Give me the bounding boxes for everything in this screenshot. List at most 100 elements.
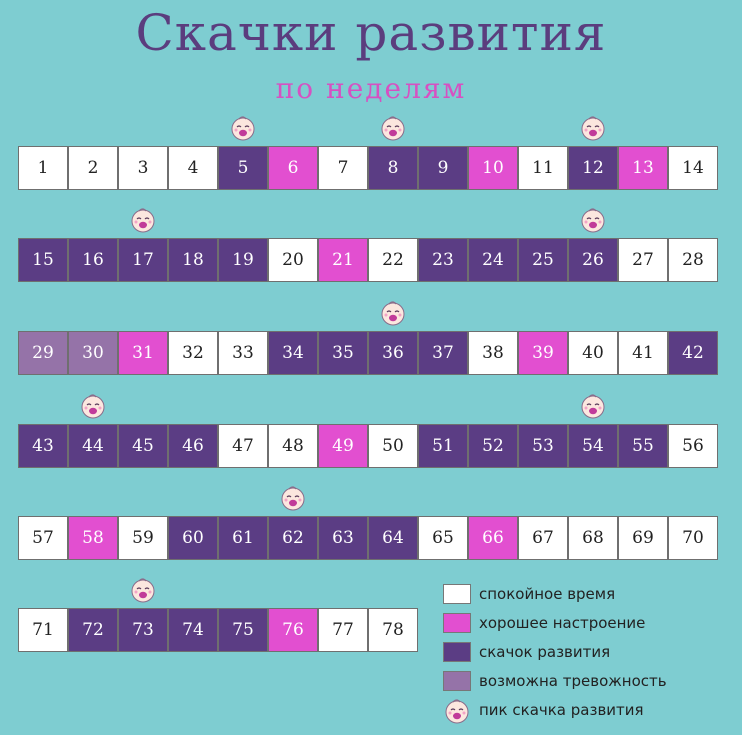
week-cell: 36: [368, 331, 418, 375]
week-cell: 18: [168, 238, 218, 282]
crying-baby-icon: [229, 114, 257, 142]
week-cell: 42: [668, 331, 718, 375]
week-cell: 55: [618, 424, 668, 468]
week-cell: 8: [368, 146, 418, 190]
week-row-2: 15 16 17 18 19 20 21 22 23 24 25 26 27 28: [18, 238, 718, 282]
week-cell: 21: [318, 238, 368, 282]
week-cell: 62: [268, 516, 318, 560]
week-cell: 23: [418, 238, 468, 282]
crying-baby-icon: [79, 392, 107, 420]
week-cell: 41: [618, 331, 668, 375]
week-row-4: 43 44 45 46 47 48 49 50 51 52 53 54 55 56: [18, 424, 718, 468]
week-cell: 68: [568, 516, 618, 560]
week-cell: 61: [218, 516, 268, 560]
week-cell: 51: [418, 424, 468, 468]
week-cell: 39: [518, 331, 568, 375]
week-cell: 24: [468, 238, 518, 282]
legend-label-leap: скачок развития: [479, 643, 611, 661]
crying-baby-icon: [379, 114, 407, 142]
week-cell: 74: [168, 608, 218, 652]
week-cell: 52: [468, 424, 518, 468]
week-cell: 30: [68, 331, 118, 375]
week-cell: 19: [218, 238, 268, 282]
crying-baby-icon: [579, 114, 607, 142]
week-cell: 69: [618, 516, 668, 560]
week-cell: 3: [118, 146, 168, 190]
legend-label-good: хорошее настроение: [479, 614, 646, 632]
week-cell: 7: [318, 146, 368, 190]
week-cell: 10: [468, 146, 518, 190]
week-cell: 31: [118, 331, 168, 375]
week-cell: 60: [168, 516, 218, 560]
week-cell: 17: [118, 238, 168, 282]
page-title: Скачки развития: [135, 4, 607, 62]
week-cell: 73: [118, 608, 168, 652]
crying-baby-icon: [379, 299, 407, 327]
week-cell: 46: [168, 424, 218, 468]
week-cell: 57: [18, 516, 68, 560]
week-cell: 14: [668, 146, 718, 190]
legend-swatch-good: [443, 613, 471, 633]
week-cell: 38: [468, 331, 518, 375]
week-cell: 58: [68, 516, 118, 560]
legend-swatch-anxiety: [443, 671, 471, 691]
week-cell: 70: [668, 516, 718, 560]
week-cell: 12: [568, 146, 618, 190]
week-cell: 50: [368, 424, 418, 468]
week-cell: 29: [18, 331, 68, 375]
week-cell: 75: [218, 608, 268, 652]
week-cell: 20: [268, 238, 318, 282]
week-cell: 66: [468, 516, 518, 560]
week-cell: 4: [168, 146, 218, 190]
week-cell: 33: [218, 331, 268, 375]
legend-label-calm: спокойное время: [479, 585, 616, 603]
week-cell: 28: [668, 238, 718, 282]
crying-baby-icon: [443, 697, 471, 724]
legend-item-peak: пик скачка развития: [443, 697, 644, 724]
week-cell: 22: [368, 238, 418, 282]
week-cell: 72: [68, 608, 118, 652]
week-cell: 43: [18, 424, 68, 468]
week-cell: 53: [518, 424, 568, 468]
page-subtitle: по неделям: [275, 72, 467, 105]
week-cell: 15: [18, 238, 68, 282]
week-cell: 32: [168, 331, 218, 375]
week-cell: 65: [418, 516, 468, 560]
week-cell: 54: [568, 424, 618, 468]
week-cell: 27: [618, 238, 668, 282]
legend-label-peak: пик скачка развития: [479, 701, 644, 719]
legend-item-good: хорошее настроение: [443, 613, 645, 633]
crying-baby-icon: [129, 206, 157, 234]
week-cell: 35: [318, 331, 368, 375]
week-row-6: 71 72 73 74 75 76 77 78: [18, 608, 418, 652]
week-cell: 9: [418, 146, 468, 190]
crying-baby-icon: [129, 576, 157, 604]
week-cell: 63: [318, 516, 368, 560]
week-row-3: 29 30 31 32 33 34 35 36 37 38 39 40 41 42: [18, 331, 718, 375]
week-cell: 25: [518, 238, 568, 282]
week-cell: 59: [118, 516, 168, 560]
week-cell: 44: [68, 424, 118, 468]
week-cell: 13: [618, 146, 668, 190]
week-cell: 49: [318, 424, 368, 468]
legend-label-anxiety: возможна тревожность: [479, 672, 667, 690]
legend-swatch-leap: [443, 642, 471, 662]
week-cell: 47: [218, 424, 268, 468]
crying-baby-icon: [279, 484, 307, 512]
legend-item-anxiety: возможна тревожность: [443, 671, 667, 691]
week-cell: 2: [68, 146, 118, 190]
legend-item-leap: скачок развития: [443, 642, 610, 662]
week-cell: 37: [418, 331, 468, 375]
week-cell: 6: [268, 146, 318, 190]
week-cell: 34: [268, 331, 318, 375]
week-cell: 1: [18, 146, 68, 190]
week-cell: 48: [268, 424, 318, 468]
crying-baby-icon: [579, 206, 607, 234]
week-cell: 77: [318, 608, 368, 652]
week-row-1: 1 2 3 4 5 6 7 8 9 10 11 12 13 14: [18, 146, 718, 190]
week-cell: 67: [518, 516, 568, 560]
week-cell: 11: [518, 146, 568, 190]
legend-item-calm: спокойное время: [443, 584, 615, 604]
legend-swatch-calm: [443, 584, 471, 604]
week-cell: 56: [668, 424, 718, 468]
